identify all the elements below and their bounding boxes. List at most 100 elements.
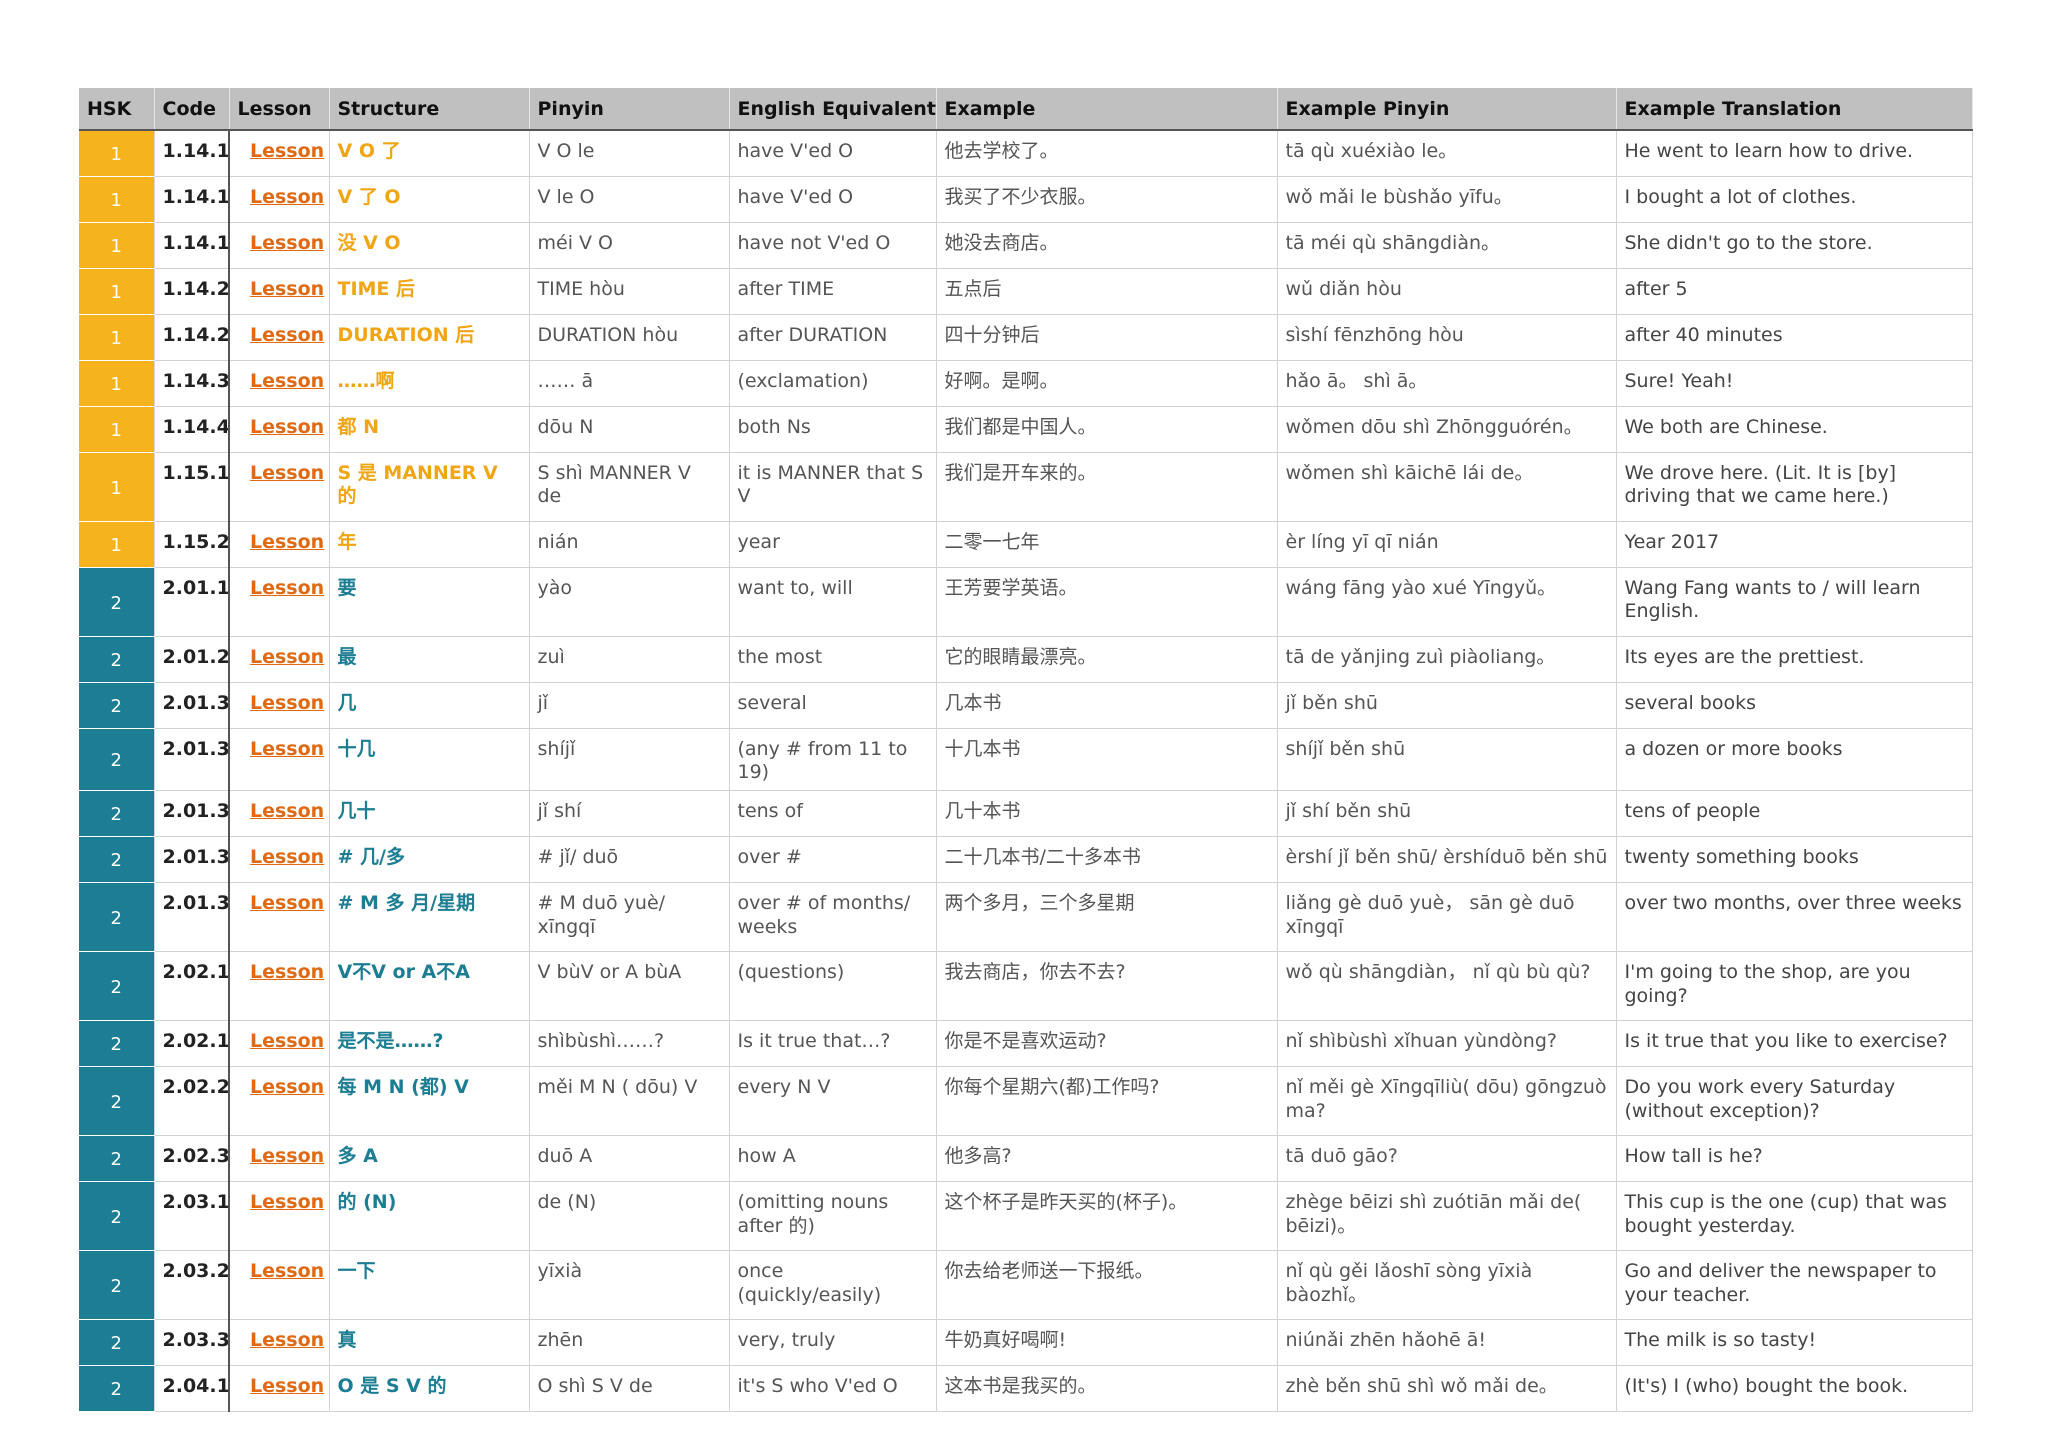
code-cell: 1.15.2: [154, 521, 230, 568]
english-cell: once (quickly/easily): [729, 1250, 937, 1321]
pinyin-cell: # M duō yuè/ xīngqī: [529, 882, 730, 953]
example-pinyin-cell: wǔ diǎn hòu: [1277, 268, 1617, 315]
english-cell: several: [729, 682, 937, 729]
lesson-link[interactable]: Lesson: [250, 1076, 325, 1099]
translation-cell: Go and deliver the newspaper to your tea…: [1616, 1250, 1973, 1321]
lesson-cell: Lesson: [229, 360, 330, 407]
lesson-link[interactable]: Lesson: [250, 531, 325, 553]
lesson-link[interactable]: Lesson: [250, 738, 325, 760]
english-cell: tens of: [729, 790, 937, 838]
pinyin-cell: …… ā: [529, 360, 730, 407]
lesson-link[interactable]: Lesson: [250, 324, 325, 346]
lesson-link[interactable]: Lesson: [250, 961, 325, 984]
lesson-link[interactable]: Lesson: [250, 416, 325, 438]
structure-cell: S 是 MANNER V 的: [329, 452, 530, 522]
lesson-cell: Lesson: [229, 1365, 330, 1413]
code-cell: 2.01.3: [154, 790, 230, 838]
table-row: 2 2.02.1 Lesson 是不是……? shìbùshì……? Is it true…: [79, 1020, 1973, 1068]
structure-cell: DURATION 后: [329, 314, 530, 361]
code-cell: 1.15.1: [154, 452, 230, 522]
example-cell: 我们都是中国人。: [936, 406, 1278, 453]
code-cell: 1.14.4: [154, 406, 230, 453]
pinyin-cell: dōu N: [529, 406, 730, 453]
lesson-link[interactable]: Lesson: [250, 1329, 325, 1352]
example-pinyin-cell: shíjǐ běn shū: [1277, 728, 1617, 792]
header-example-pinyin: Example Pinyin: [1277, 88, 1617, 131]
example-pinyin-cell: sìshí fēnzhōng hòu: [1277, 314, 1617, 361]
lesson-cell: Lesson: [229, 636, 330, 683]
structure-cell: V 了 O: [329, 176, 530, 223]
pinyin-cell: shìbùshì……?: [529, 1020, 730, 1068]
lesson-link[interactable]: Lesson: [250, 1375, 325, 1398]
lesson-link[interactable]: Lesson: [250, 800, 325, 823]
lesson-link[interactable]: Lesson: [250, 692, 325, 714]
english-cell: both Ns: [729, 406, 937, 453]
lesson-link[interactable]: Lesson: [250, 370, 325, 392]
grammar-table: HSK Code Lesson Structure Pinyin English…: [79, 88, 1973, 1413]
example-pinyin-cell: tā de yǎnjing zuì piàoliang。: [1277, 636, 1617, 683]
english-cell: year: [729, 521, 937, 568]
example-cell: 几本书: [936, 682, 1278, 729]
structure-cell: 的 (N): [329, 1181, 530, 1252]
code-cell: 2.02.3: [154, 1135, 230, 1183]
lesson-cell: Lesson: [229, 728, 330, 792]
translation-cell: after 5: [1616, 268, 1973, 315]
lesson-link[interactable]: Lesson: [250, 846, 325, 869]
header-english: English Equivalent: [729, 88, 937, 131]
lesson-link[interactable]: Lesson: [250, 232, 325, 254]
structure-cell: V不V or A不A: [329, 951, 530, 1022]
structure-cell: 每 M N (都) V: [329, 1066, 530, 1137]
lesson-link[interactable]: Lesson: [250, 1145, 325, 1168]
example-cell: 我们是开车来的。: [936, 452, 1278, 522]
code-cell: 2.01.3: [154, 882, 230, 953]
lesson-link[interactable]: Lesson: [250, 892, 325, 915]
hsk-level: 2: [79, 836, 155, 884]
example-pinyin-cell: nǐ qù gěi lǎoshī sòng yīxià bàozhǐ。: [1277, 1250, 1617, 1321]
example-cell: 他多高?: [936, 1135, 1278, 1183]
example-cell: 这本书是我买的。: [936, 1365, 1278, 1413]
hsk-level: 2: [79, 1319, 155, 1367]
lesson-cell: Lesson: [229, 882, 330, 953]
lesson-link[interactable]: Lesson: [250, 140, 325, 162]
example-pinyin-cell: nǐ měi gè Xīngqīliù( dōu) gōngzuò ma?: [1277, 1066, 1617, 1137]
pinyin-cell: měi M N ( dōu) V: [529, 1066, 730, 1137]
example-cell: 四十分钟后: [936, 314, 1278, 361]
english-cell: very, truly: [729, 1319, 937, 1367]
table-row: 1 1.15.2 Lesson 年 nián year 二零一七年 èr líng yī qī…: [79, 521, 1973, 568]
lesson-cell: Lesson: [229, 268, 330, 315]
english-cell: have V'ed O: [729, 130, 937, 177]
translation-cell: She didn't go to the store.: [1616, 222, 1973, 269]
lesson-link[interactable]: Lesson: [250, 1191, 325, 1214]
example-cell: 我去商店，你去不去?: [936, 951, 1278, 1022]
hsk-level: 1: [79, 222, 155, 269]
hsk-level: 2: [79, 882, 155, 953]
lesson-link[interactable]: Lesson: [250, 577, 325, 599]
example-pinyin-cell: wǒ qù shāngdiàn， nǐ qù bù qù?: [1277, 951, 1617, 1022]
code-cell: 2.02.2: [154, 1066, 230, 1137]
lesson-link[interactable]: Lesson: [250, 186, 325, 208]
example-cell: 两个多月，三个多星期: [936, 882, 1278, 953]
english-cell: over #: [729, 836, 937, 884]
example-cell: 你是不是喜欢运动?: [936, 1020, 1278, 1068]
translation-cell: Its eyes are the prettiest.: [1616, 636, 1973, 683]
lesson-cell: Lesson: [229, 790, 330, 838]
lesson-link[interactable]: Lesson: [250, 646, 325, 668]
code-cell: 2.03.2: [154, 1250, 230, 1321]
translation-cell: The milk is so tasty!: [1616, 1319, 1973, 1367]
lesson-link[interactable]: Lesson: [250, 462, 325, 484]
example-cell: 我买了不少衣服。: [936, 176, 1278, 223]
lesson-link[interactable]: Lesson: [250, 1030, 325, 1053]
example-cell: 她没去商店。: [936, 222, 1278, 269]
table-row: 1 1.14.2 Lesson TIME 后 TIME hòu after TIME 五点后…: [79, 268, 1973, 315]
table-row: 2 2.01.1 Lesson 要 yào want to, will 王芳要学英语。 wán…: [79, 567, 1973, 637]
lesson-link[interactable]: Lesson: [250, 278, 325, 300]
translation-cell: We drove here. (Lit. It is [by] driving …: [1616, 452, 1973, 522]
hsk-level: 1: [79, 521, 155, 568]
lesson-cell: Lesson: [229, 452, 330, 522]
translation-cell: Is it true that you like to exercise?: [1616, 1020, 1973, 1068]
lesson-link[interactable]: Lesson: [250, 1260, 325, 1283]
code-cell: 1.14.1: [154, 222, 230, 269]
pinyin-cell: O shì S V de: [529, 1365, 730, 1413]
code-cell: 2.01.3: [154, 836, 230, 884]
